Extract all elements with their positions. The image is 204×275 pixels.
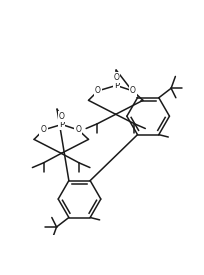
Text: P: P bbox=[114, 81, 119, 90]
Text: O: O bbox=[59, 112, 65, 121]
Text: O: O bbox=[130, 86, 136, 95]
Text: O: O bbox=[75, 125, 81, 134]
Text: O: O bbox=[95, 86, 101, 95]
Text: P: P bbox=[59, 120, 64, 129]
Text: O: O bbox=[113, 73, 119, 82]
Text: O: O bbox=[41, 125, 47, 134]
